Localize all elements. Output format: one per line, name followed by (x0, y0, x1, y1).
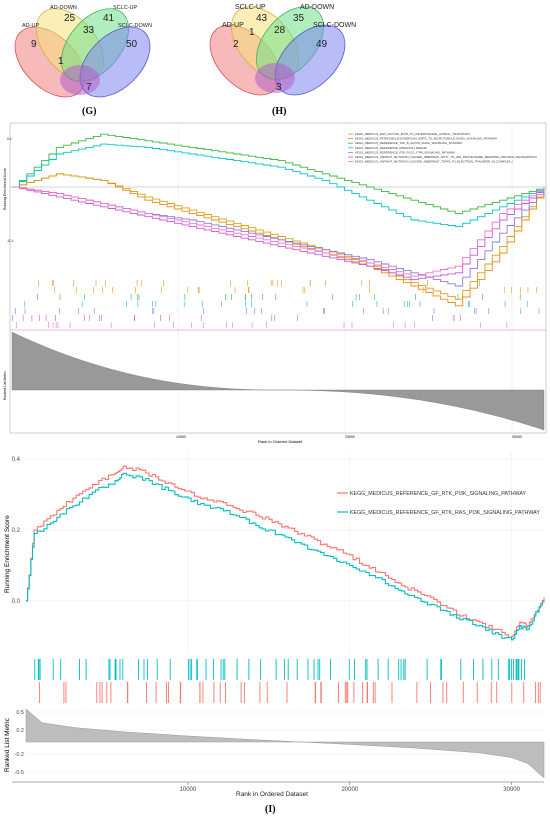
i-es-line-1 (26, 472, 545, 641)
venn-g-region-50: 50 (126, 39, 138, 50)
panel-label-h: (H) (272, 106, 286, 117)
i-es-plot-area (12, 452, 544, 654)
i-ylabel-metric: Ranked List Metric (4, 717, 11, 772)
middle-ytick-bottom: -0.1 (7, 239, 13, 243)
venn-g-set-label-sclc-down: SCLC-DOWN (118, 23, 152, 29)
panel-label-g: (G) (82, 106, 96, 117)
venn-g-region-33: 33 (83, 25, 95, 36)
middle-legend-label-0: KEGG_MEDICUS_ENV_FACTOR_IRON_TO_ANTEROGR… (355, 132, 470, 136)
middle-ytick-top: 0.1 (7, 137, 12, 141)
venn-h-region-3: 3 (276, 82, 282, 93)
venn-h-set-label-sclc-down: SCLC-DOWN (313, 22, 356, 29)
middle-gsea-panel: KEGG_MEDICUS_ENV_FACTOR_IRON_TO_ANTEROGR… (3, 122, 547, 444)
venn-g-region-9: 9 (31, 39, 37, 50)
i-xlabel: Rank in Ordered Dataset (236, 791, 308, 798)
middle-xtick-20000: 20000 (345, 435, 355, 439)
middle-legend-label-3: KEGG_MEDICUS_REFERENCE_MISMATCH_REPAIR (355, 146, 427, 150)
i-hit-ticks (34, 659, 541, 703)
venn-g-set-label-ad-down: AD-DOWN (50, 5, 77, 11)
panel-label-i: (I) (265, 804, 276, 815)
i-xtick-1: 20000 (341, 787, 358, 793)
i-grid (26, 452, 544, 654)
venn-g-set-label-ad-up: AD-UP (22, 23, 39, 29)
i-metric-tick-0: 0.5 (16, 710, 24, 716)
venn-h-set-label-sclc-up: SCLC-UP (235, 4, 266, 11)
venn-h-region-49: 49 (316, 39, 328, 50)
middle-es-line-6 (12, 186, 545, 277)
i-metric-tick-2: -0.2 (15, 752, 24, 758)
i-metric-tick-1: 0.2 (16, 728, 24, 734)
middle-es-lines (12, 133, 545, 307)
i-metric-area (25, 708, 545, 779)
middle-grid (177, 127, 513, 430)
i-metric-tick-3: -0.5 (15, 770, 24, 776)
middle-ylabel-metric: Ranked List Metric (3, 371, 7, 400)
venn-g: AD-DOWN SCLC-UP AD-UP SCLC-DOWN 25 41 9 … (14, 5, 152, 98)
venn-g-region-7: 7 (86, 82, 92, 93)
venn-h-region-1: 1 (249, 27, 255, 38)
venn-h-region-35: 35 (293, 13, 305, 24)
venn-g-region-25: 25 (64, 13, 76, 24)
i-es-tick-0: 0.4 (12, 457, 21, 463)
i-es-line-0 (26, 465, 545, 638)
venn-h-region-28: 28 (274, 25, 286, 36)
middle-xtick-30000: 30000 (512, 435, 522, 439)
middle-legend-label-4: KEGG_MEDICUS_REFERENCE_RTK_PLCG_ITPR_SIG… (355, 150, 455, 154)
i-es-tick-1: 0.2 (12, 528, 21, 534)
i-xtick-2: 30000 (503, 787, 520, 793)
i-ylabel-es: Running Enrichment Score (4, 515, 11, 593)
i-legend-label-2: KEGG_MEDICUS_REFERENCE_GF_RTK_RAS_PI3K_S… (350, 510, 540, 516)
i-es-lines (26, 465, 545, 641)
venn-h-region-2: 2 (233, 39, 239, 50)
middle-es-line-3 (12, 143, 545, 228)
middle-legend-label-1: KEGG_MEDICUS_PATHOGEN_ESCHERICHIA_ESPG_T… (355, 137, 497, 141)
middle-ylabel-es: Running Enrichment Score (3, 168, 7, 210)
middle-es-line-1 (12, 173, 545, 300)
middle-legend-label-5: KEGG_MEDICUS_VARIANT_MUTATION_CAUSED_ABE… (355, 155, 537, 159)
middle-xlabel: Rank in Ordered Dataset (258, 439, 303, 444)
i-metric-grid: 0.5 0.2 -0.2 -0.5 (15, 710, 544, 776)
middle-legend-label-2: KEGG_MEDICUS_REFERENCE_TGF_B_ACIVIN_RHOA… (355, 141, 462, 145)
venn-h-set-label-ad-up: AD-UP (222, 22, 244, 29)
middle-legend: KEGG_MEDICUS_ENV_FACTOR_IRON_TO_ANTEROGR… (348, 132, 537, 164)
venn-h-set-label-ad-down: AD-DOWN (300, 4, 334, 11)
venn-g-region-1: 1 (58, 56, 64, 67)
venn-g-region-41: 41 (103, 13, 115, 24)
i-legend: KEGG_MEDICUS_REFERENCE_GF_RTK_PI3K_SIGNA… (337, 491, 540, 516)
venn-g-center (60, 65, 100, 95)
middle-metric-area (11, 331, 545, 431)
middle-hit-ticks (12, 280, 540, 328)
i-legend-label-1: KEGG_MEDICUS_REFERENCE_GF_RTK_PI3K_SIGNA… (350, 491, 526, 497)
venn-h-region-43: 43 (256, 13, 268, 24)
venn-g-set-label-sclc-up: SCLC-UP (113, 5, 137, 11)
middle-es-line-5 (12, 186, 545, 280)
middle-es-line-2 (12, 133, 545, 214)
venn-h-center (255, 63, 295, 93)
middle-xtick-10000: 10000 (176, 435, 186, 439)
middle-legend-label-6: KEGG_MEDICUS_VARIANT_MUTATION_CAUSED_ABE… (355, 160, 513, 164)
i-es-tick-2: 0.0 (12, 599, 21, 605)
i-xtick-0: 10000 (180, 787, 197, 793)
venn-h: SCLC-UP AD-DOWN AD-UP SCLC-DOWN 43 35 1 … (209, 4, 356, 96)
i-axis-ticks: 0.4 0.2 0.0 10000 20000 30000 (12, 457, 521, 793)
